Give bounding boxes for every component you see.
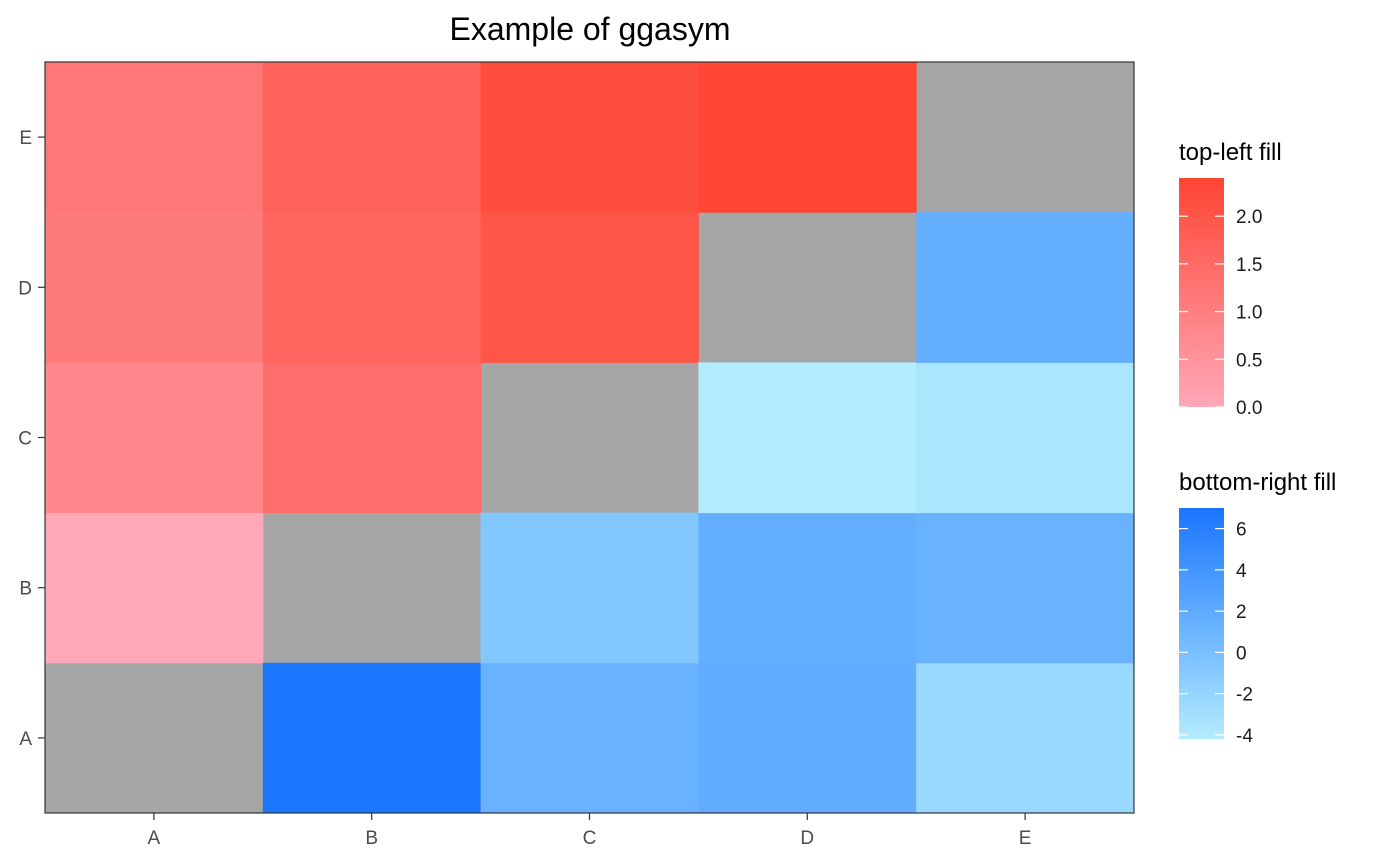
x-tick-label: A xyxy=(148,828,161,849)
heatmap-cell-bottom-right xyxy=(916,662,1135,814)
legend-tick-label: 0.5 xyxy=(1236,350,1262,371)
heatmap-cell-top-left xyxy=(45,212,264,363)
legend-title: bottom-right fill xyxy=(1179,469,1336,496)
heatmap-cell-bottom-right xyxy=(480,662,699,814)
heatmap-cell-bottom-right xyxy=(698,362,917,514)
y-tick-label: D xyxy=(18,278,32,299)
legend-tick-label: 2.0 xyxy=(1236,207,1262,228)
heatmap-cell-top-left xyxy=(698,62,917,213)
heatmap-cell-bottom-right xyxy=(262,662,482,814)
y-tick-label: E xyxy=(19,128,32,149)
legend-tick-label: 2 xyxy=(1236,602,1247,623)
heatmap-cell-diagonal xyxy=(480,362,699,514)
legend-tick-label: 0 xyxy=(1236,643,1247,664)
legends: top-left fill 0.0 0.5 1.0 1.5 2.0 bottom-right… xyxy=(1179,139,1336,747)
x-tick-label: C xyxy=(583,828,597,849)
heatmap-cell-diagonal xyxy=(916,62,1135,213)
legend-tick-label: 6 xyxy=(1236,520,1247,541)
y-tick-label: C xyxy=(18,429,32,450)
heatmap-cells xyxy=(45,62,1135,814)
legend-tick-label: 1.5 xyxy=(1236,255,1262,276)
heatmap-cell-top-left xyxy=(480,62,699,213)
heatmap-cell-top-left xyxy=(262,62,482,213)
y-axis: A B C D E xyxy=(18,128,45,750)
chart-title: Example of ggasym xyxy=(449,11,730,47)
heatmap-cell-bottom-right xyxy=(698,512,917,664)
heatmap-cell-diagonal xyxy=(45,662,264,814)
heatmap-cell-top-left xyxy=(262,362,482,514)
heatmap-cell-bottom-right xyxy=(916,362,1135,514)
x-tick-label: B xyxy=(365,828,378,849)
heatmap-cell-bottom-right xyxy=(916,512,1135,664)
heatmap-cell-top-left xyxy=(45,62,264,213)
legend-tick-label: -4 xyxy=(1236,726,1253,747)
y-tick-label: A xyxy=(19,729,32,750)
x-tick-label: E xyxy=(1019,828,1032,849)
heatmap-cell-diagonal xyxy=(698,212,917,363)
heatmap-cell-diagonal xyxy=(262,512,482,664)
legend-title: top-left fill xyxy=(1179,139,1282,166)
x-axis: A B C D E xyxy=(148,813,1032,849)
legend-tick-label: 4 xyxy=(1236,561,1247,582)
y-tick-label: B xyxy=(19,579,32,600)
heatmap-cell-top-left xyxy=(45,362,264,514)
x-tick-label: D xyxy=(800,828,814,849)
heatmap-cell-top-left xyxy=(262,212,482,363)
heatmap-cell-bottom-right xyxy=(916,212,1135,363)
heatmap-cell-bottom-right xyxy=(698,662,917,814)
legend-tick-label: -2 xyxy=(1236,685,1253,706)
heatmap-cell-bottom-right xyxy=(480,512,699,664)
legend-colorbar xyxy=(1179,178,1224,407)
legend-tick-label: 0.0 xyxy=(1236,398,1262,419)
legend-tick-label: 1.0 xyxy=(1236,303,1262,324)
legend-colorbar xyxy=(1179,508,1224,739)
heatmap-cell-top-left xyxy=(480,212,699,363)
heatmap-cell-top-left xyxy=(45,512,264,664)
